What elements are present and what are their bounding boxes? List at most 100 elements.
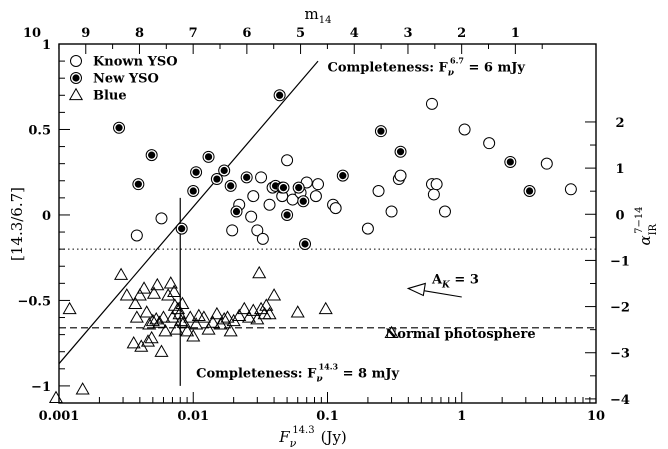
right-axis-title: αIR7−14 [634,206,659,245]
blue-point [126,335,141,349]
known-yso-point [430,178,443,191]
blue-point [259,298,274,311]
blue-point [201,322,216,335]
extinction-label: AK = 3 [431,272,479,290]
right-tick-label: −2 [610,301,630,316]
x-tick-label: 0.001 [39,409,80,424]
new-yso-point [113,121,126,134]
blue-point [267,288,282,301]
blue-point [144,330,159,344]
blue-point [172,306,187,320]
blue-point [220,310,235,323]
legend: Known YSO New YSO Blue [68,55,178,104]
known-yso-point [255,171,268,184]
known-yso-point [564,183,577,196]
top-tick-label: 8 [135,26,144,41]
new-yso-point [230,205,243,218]
blue-point [169,322,184,335]
blue-point [205,315,220,328]
extinction-arrow-head [406,282,427,297]
known-yso-point [245,210,258,223]
new-yso-point [374,125,387,138]
marker-core [339,172,347,180]
marker-core [192,168,200,176]
y-tick-label: 0.5 [28,123,51,138]
marker-core [301,240,309,248]
new-yso-point [336,169,349,182]
known-yso-point [263,198,276,211]
blue-point [252,265,267,279]
blue-point [384,325,399,339]
legend-label: New YSO [93,72,159,87]
extinction-arrow-shaft [422,289,462,298]
y-tick-label: 0 [42,209,51,224]
known-yso-point [372,185,385,198]
top-tick-label: 9 [81,26,90,41]
blue-point [146,286,162,299]
known-yso-point [256,232,269,245]
new-yso-point [394,145,407,158]
blue-point [180,323,195,337]
completeness-14-3-label: Completeness: Fν14.3 = 8 mJy [196,361,399,384]
blue-point [290,305,305,318]
blue-point [119,288,134,301]
y-tick-label: −0.5 [17,294,51,309]
right-tick-label: 0 [615,208,624,223]
right-tick-label: −3 [610,347,630,362]
new-yso-point [175,222,188,235]
blue-point [139,305,154,318]
new-yso-point [210,173,223,186]
marker-core [189,187,197,195]
marker-core [279,184,288,192]
marker-core [396,148,405,156]
new-yso-point [273,89,286,102]
blue-point [48,390,64,404]
blue-point [232,308,247,321]
blue-point [196,310,211,323]
data-points [48,89,577,404]
known-yso-point [251,224,264,237]
legend-entry: Blue [68,87,127,104]
known-yso-point [312,178,325,191]
blue-point [140,334,156,347]
completeness-line-6-7 [58,60,319,365]
marker-core [227,182,235,190]
blue-point [62,301,77,315]
x-axis-title: Fν14.3 (Jy) [278,425,347,449]
new-yso-point [292,181,305,194]
marker-core [283,211,291,219]
x-tick-label: 0.1 [316,409,339,424]
legend-label: Known YSO [93,55,178,70]
marker-core [295,184,303,192]
top-tick-label: 1 [511,26,520,41]
blue-point [114,267,129,280]
new-yso-point [297,195,310,208]
new-yso-point [277,181,290,194]
marker-core [525,187,534,195]
annotations: Completeness: Fν6.7 = 6 mJy Completeness:… [196,55,536,384]
known-yso-point [458,123,471,136]
new-yso-point [281,208,294,221]
known-yso-point [281,154,294,167]
known-yso-point [394,169,407,182]
marker-core [299,197,307,205]
marker-core [204,153,213,161]
x-tick-label: 1 [457,409,466,424]
new-yso-point [299,238,312,251]
new-yso-point [523,185,536,198]
blue-point [129,310,144,323]
axis-ticks [58,43,597,404]
x-tick-label: 10 [587,409,605,424]
blue-point [209,306,224,320]
marker-core [178,225,186,233]
marker-core [243,173,251,181]
top-tick-label: 10 [23,26,41,41]
marker-core [276,91,284,99]
completeness-6-7-label: Completeness: Fν6.7 = 6 mJy [328,55,526,78]
plot-frame [58,43,597,404]
top-tick-label: 4 [350,26,359,41]
photosphere-label: Normal photosphere [385,327,535,342]
blue-point [223,323,238,337]
known-yso-point [155,212,168,225]
